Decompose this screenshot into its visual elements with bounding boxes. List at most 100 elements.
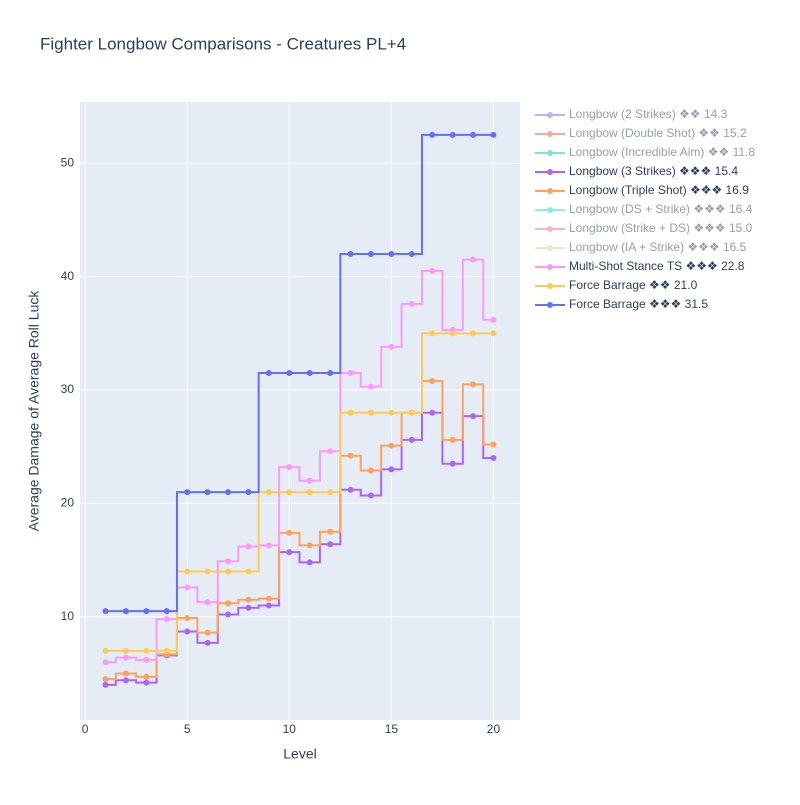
- y-tick-label: 10: [61, 609, 75, 623]
- marker: [347, 452, 354, 459]
- legend-marker: [547, 188, 553, 194]
- legend-label: Force Barrage ❖❖❖ 31.5: [569, 297, 708, 311]
- y-tick-label: 20: [61, 496, 75, 510]
- marker: [265, 370, 272, 377]
- marker: [429, 377, 436, 384]
- marker: [490, 441, 497, 448]
- marker: [204, 639, 211, 646]
- marker: [490, 455, 497, 462]
- step-line: [105, 379, 494, 681]
- x-tick-label: 0: [82, 722, 89, 736]
- marker: [122, 677, 129, 684]
- x-tick-label: 15: [385, 722, 399, 736]
- y-tick-label: 30: [61, 382, 75, 396]
- marker: [388, 409, 395, 416]
- marker: [184, 489, 191, 496]
- y-tick-label: 40: [61, 269, 75, 283]
- x-axis-title: Level: [283, 746, 316, 762]
- legend-marker: [547, 131, 553, 137]
- legend-item: Longbow (IA + Strike) ❖❖❖ 16.5: [535, 240, 747, 254]
- marker: [122, 654, 129, 661]
- marker: [225, 611, 232, 618]
- plot-area: [80, 102, 520, 720]
- marker: [265, 595, 272, 602]
- legend-label: Longbow (2 Strikes) ❖❖ 14.3: [569, 107, 728, 121]
- marker: [306, 477, 313, 484]
- step-line: [105, 133, 494, 613]
- marker: [143, 673, 150, 680]
- legend-label: Longbow (Triple Shot) ❖❖❖ 16.9: [569, 183, 749, 197]
- marker: [367, 492, 374, 499]
- marker: [204, 489, 211, 496]
- legend-item: Longbow (Strike + DS) ❖❖❖ 15.0: [535, 221, 753, 235]
- marker: [449, 131, 456, 138]
- marker: [429, 267, 436, 274]
- marker: [429, 131, 436, 138]
- legend-marker: [547, 283, 553, 289]
- marker: [490, 316, 497, 323]
- marker: [225, 568, 232, 575]
- step-line: [105, 411, 494, 686]
- marker: [286, 529, 293, 536]
- legend-item: Longbow (Triple Shot) ❖❖❖ 16.9: [535, 183, 749, 197]
- marker: [163, 647, 170, 654]
- legend-marker: [547, 207, 553, 213]
- marker: [490, 330, 497, 337]
- legend-marker: [547, 245, 553, 251]
- marker: [184, 614, 191, 621]
- marker: [245, 604, 252, 611]
- marker: [388, 442, 395, 449]
- x-tick-label: 10: [283, 722, 297, 736]
- x-tick-label: 5: [184, 722, 191, 736]
- marker: [449, 460, 456, 467]
- legend-label: Longbow (IA + Strike) ❖❖❖ 16.5: [569, 240, 747, 254]
- marker: [102, 659, 109, 666]
- marker: [327, 448, 334, 455]
- y-tick-label: 50: [61, 155, 75, 169]
- marker: [388, 250, 395, 257]
- legend-marker: [547, 169, 553, 175]
- legend-label: Longbow (DS + Strike) ❖❖❖ 16.4: [569, 202, 753, 216]
- marker: [163, 608, 170, 615]
- marker: [306, 542, 313, 549]
- legend-item: Force Barrage ❖❖❖ 31.5: [535, 297, 708, 311]
- marker: [367, 383, 374, 390]
- legend-item: Longbow (Double Shot) ❖❖ 15.2: [535, 126, 747, 140]
- marker: [286, 464, 293, 471]
- marker: [204, 599, 211, 606]
- marker: [184, 584, 191, 591]
- marker: [184, 628, 191, 635]
- legend-label: Longbow (Strike + DS) ❖❖❖ 15.0: [569, 221, 753, 235]
- marker: [245, 489, 252, 496]
- marker: [102, 681, 109, 688]
- legend-item: Longbow (DS + Strike) ❖❖❖ 16.4: [535, 202, 753, 216]
- marker: [367, 409, 374, 416]
- legend-item: Longbow (3 Strikes) ❖❖❖ 15.4: [535, 164, 738, 178]
- marker: [327, 528, 334, 535]
- legend-label: Longbow (3 Strikes) ❖❖❖ 15.4: [569, 164, 738, 178]
- marker: [143, 656, 150, 663]
- marker: [306, 489, 313, 496]
- legend-marker: [547, 112, 553, 118]
- marker: [102, 647, 109, 654]
- marker: [225, 489, 232, 496]
- marker: [408, 409, 415, 416]
- marker: [204, 629, 211, 636]
- marker: [347, 409, 354, 416]
- marker: [449, 330, 456, 337]
- legend-marker: [547, 302, 553, 308]
- marker: [470, 256, 477, 263]
- marker: [204, 568, 211, 575]
- marker: [102, 676, 109, 683]
- marker: [429, 409, 436, 416]
- marker: [143, 679, 150, 686]
- legend-item: Longbow (2 Strikes) ❖❖ 14.3: [535, 107, 728, 121]
- marker: [347, 370, 354, 377]
- marker: [388, 466, 395, 473]
- marker: [184, 568, 191, 575]
- legend-label: Multi-Shot Stance TS ❖❖❖ 22.8: [569, 259, 745, 273]
- legend-item: Longbow (Incredible Aim) ❖❖ 11.8: [535, 145, 755, 159]
- marker: [367, 467, 374, 474]
- legend-marker: [547, 264, 553, 270]
- marker: [429, 330, 436, 337]
